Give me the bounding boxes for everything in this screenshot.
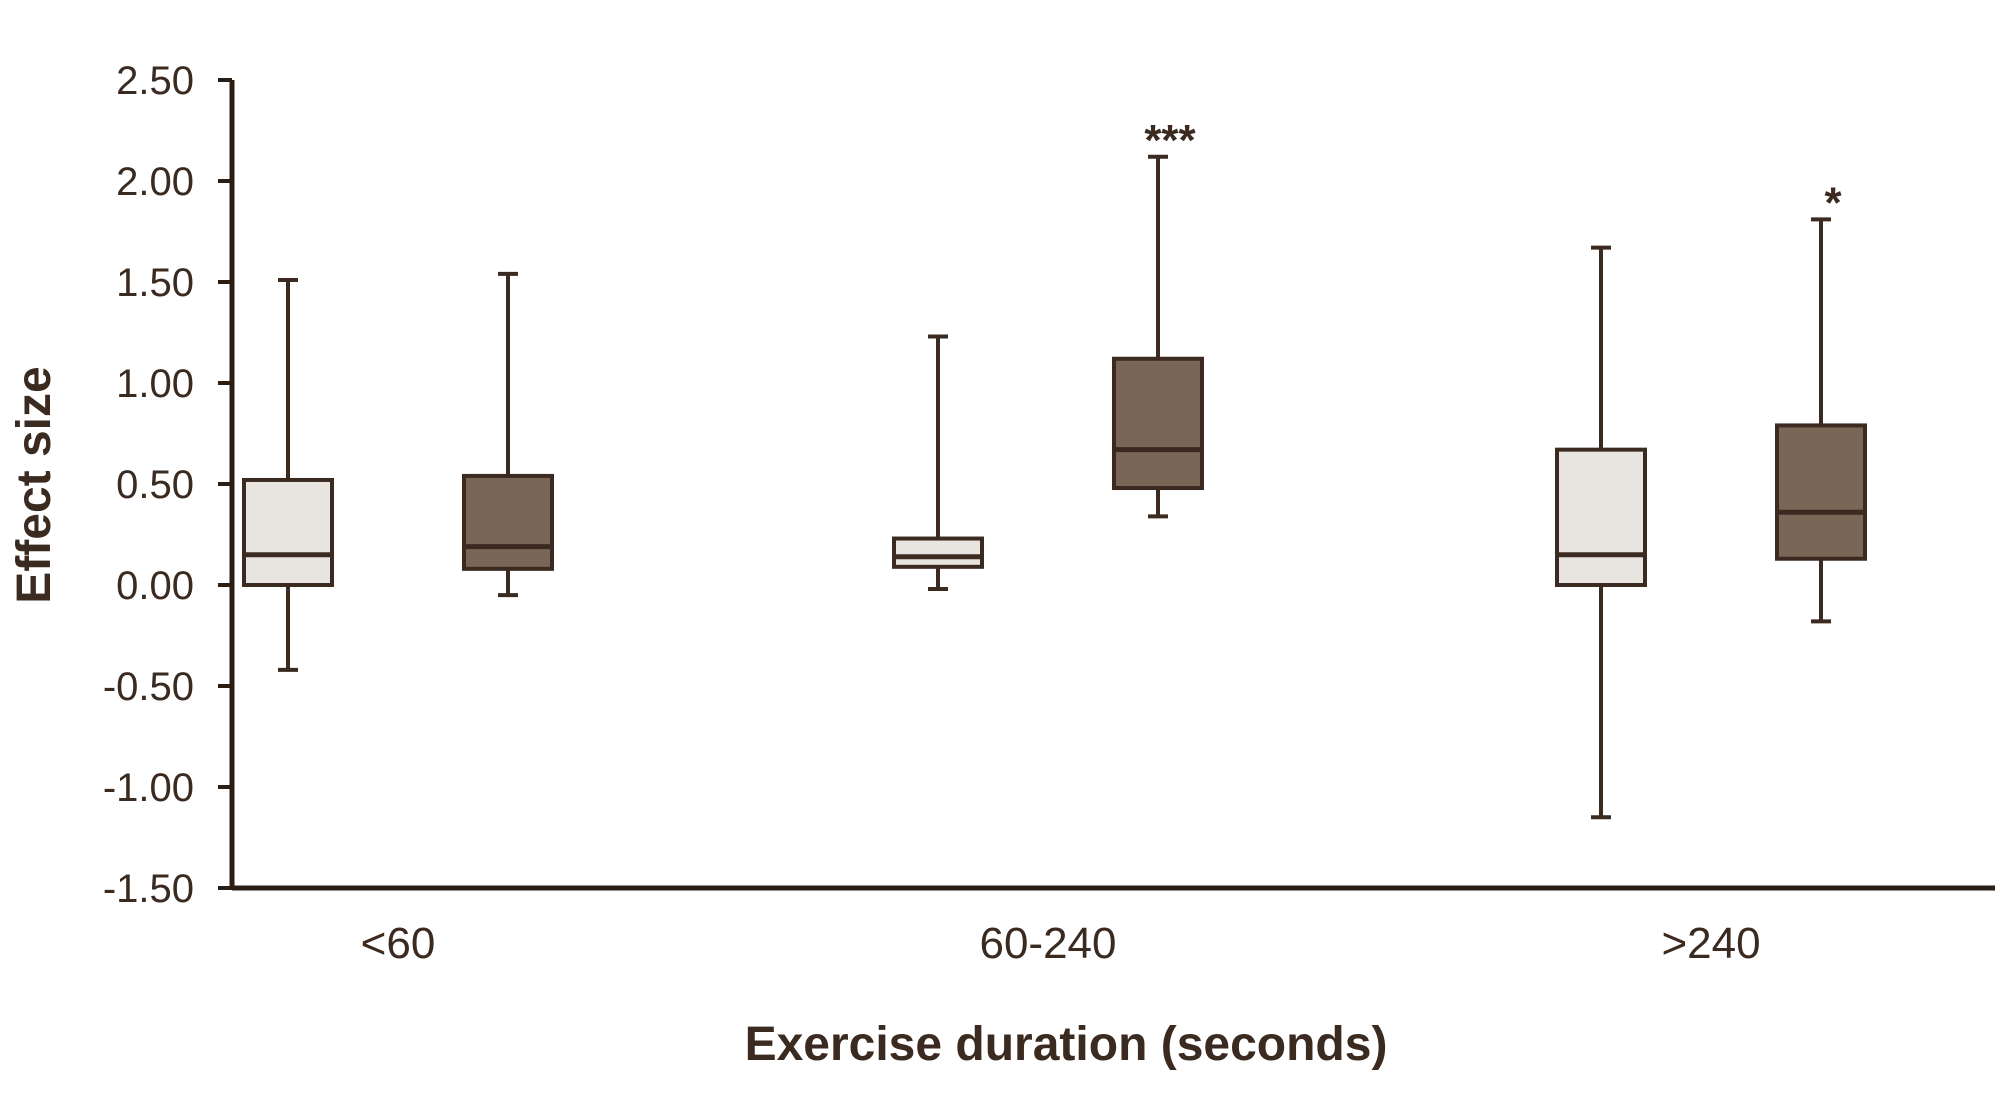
- box-layer: [242, 154, 1867, 820]
- y-axis-title: Effect size: [8, 366, 61, 603]
- y-tick-label: 1.50: [116, 261, 194, 305]
- box-light-<60: [242, 277, 334, 672]
- y-tick-label: -0.50: [103, 665, 194, 709]
- box-iqr: [892, 536, 984, 569]
- box-iqr: [462, 473, 554, 571]
- y-tick-label: 0.50: [116, 463, 194, 507]
- box-iqr: [1775, 423, 1867, 561]
- box-light->240: [1555, 245, 1647, 820]
- box-iqr: [1112, 356, 1204, 491]
- box-dark-<60: [462, 271, 554, 598]
- y-tick-label: -1.50: [103, 867, 194, 911]
- y-tick-label: 2.50: [116, 59, 194, 103]
- box-dark->240: [1775, 217, 1867, 624]
- box-iqr: [1555, 447, 1647, 587]
- axis-layer: [229, 80, 1995, 891]
- y-tick-label: -1.00: [103, 766, 194, 810]
- box-light-60-240: [892, 334, 984, 592]
- y-tick-label: 1.00: [116, 362, 194, 406]
- label-layer: Exercise duration (seconds) Effect size …: [8, 116, 1842, 1071]
- x-category-label: <60: [361, 919, 436, 968]
- y-tick-label: 2.00: [116, 160, 194, 204]
- x-category-label: >240: [1661, 919, 1760, 968]
- x-axis-title: Exercise duration (seconds): [745, 1018, 1388, 1071]
- y-tick-layer: 2.50 2.00 1.50 1.00 0.50 0.00 -0.50 -1.00 -1.50: [103, 59, 232, 911]
- y-tick-label: 0.00: [116, 564, 194, 608]
- significance-marker: *: [1824, 178, 1842, 227]
- significance-marker: ***: [1144, 116, 1196, 165]
- box-iqr: [242, 477, 334, 587]
- x-category-label: 60-240: [979, 919, 1116, 968]
- box-dark-60-240: [1112, 154, 1204, 519]
